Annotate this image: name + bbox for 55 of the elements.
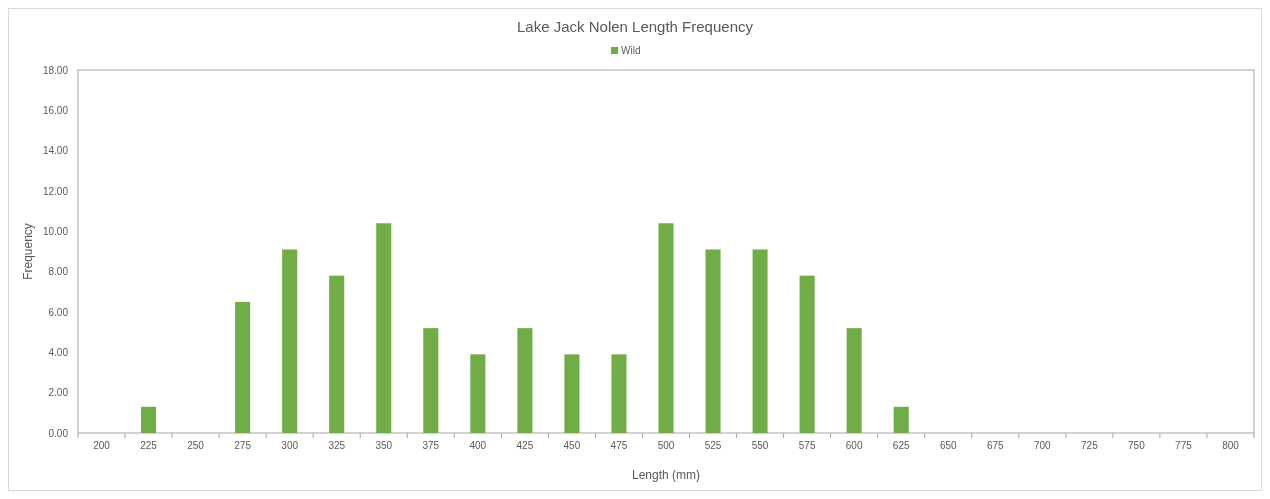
x-tick-label: 400	[469, 440, 487, 451]
legend-label: Wild	[621, 45, 641, 56]
x-tick-label: 250	[187, 440, 205, 451]
y-tick-label: 16.00	[42, 104, 69, 116]
bar	[141, 406, 157, 433]
bar	[705, 249, 721, 433]
x-tick-label: 625	[892, 440, 910, 451]
bar	[470, 354, 486, 433]
x-tick-label: 650	[939, 440, 958, 451]
bar	[235, 301, 251, 433]
x-tick-label: 750	[1128, 440, 1146, 451]
x-tick-label: 600	[845, 440, 863, 451]
y-tick-label: 4.00	[48, 346, 69, 358]
x-tick-label: 525	[704, 440, 722, 451]
x-tick-label: 800	[1222, 440, 1240, 451]
bar	[846, 328, 862, 433]
x-tick-label: 725	[1081, 440, 1099, 451]
x-tick-label: 325	[328, 440, 346, 451]
y-tick-label: 2.00	[48, 387, 69, 399]
bar	[611, 354, 627, 433]
y-tick-label: 0.00	[48, 427, 69, 439]
x-tick-label: 500	[657, 440, 675, 451]
y-tick-label: 10.00	[42, 225, 69, 237]
bar	[376, 223, 392, 433]
x-tick-label: 675	[986, 440, 1005, 451]
bar	[329, 275, 345, 433]
bar	[517, 328, 533, 433]
x-tick-label: 550	[751, 440, 769, 451]
x-tick-label: 200	[93, 440, 111, 451]
y-tick-label: 18.00	[42, 64, 69, 76]
y-tick-label: 14.00	[42, 145, 69, 157]
bar	[893, 406, 909, 433]
x-axis-title: Length (mm)	[631, 468, 701, 482]
x-tick-label: 575	[798, 440, 816, 451]
bar	[658, 223, 674, 433]
chart-title: Lake Jack Nolen Length Frequency	[517, 18, 754, 35]
x-tick-label: 775	[1175, 440, 1193, 451]
x-tick-label: 425	[516, 440, 534, 451]
x-tick-label: 475	[610, 440, 628, 451]
x-tick-label: 225	[140, 440, 158, 451]
y-tick-label: 8.00	[48, 266, 69, 278]
bar	[564, 354, 580, 433]
bar	[752, 249, 768, 433]
bar	[423, 328, 439, 433]
x-tick-label: 275	[234, 440, 252, 451]
bar	[799, 275, 815, 433]
x-tick-label: 450	[563, 440, 581, 451]
x-tick-label: 700	[1033, 440, 1052, 451]
x-tick-label: 375	[422, 440, 440, 451]
bar	[282, 249, 298, 433]
y-tick-label: 6.00	[48, 306, 69, 318]
x-tick-label: 300	[281, 440, 299, 451]
y-axis-title: Frequency	[21, 223, 35, 280]
y-tick-label: 12.00	[42, 185, 69, 197]
x-tick-label: 350	[375, 440, 393, 451]
